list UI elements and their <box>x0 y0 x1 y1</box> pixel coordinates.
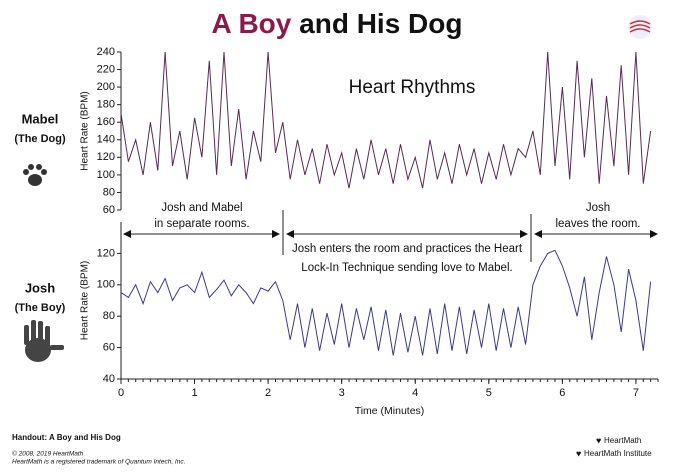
series-note: (The Dog) <box>14 133 66 145</box>
paw-icon <box>23 164 47 186</box>
y-tick-label: 200 <box>97 81 115 93</box>
annotation: leaves the room. <box>555 218 640 230</box>
footer-handout: Handout: A Boy and His Dog <box>12 433 121 442</box>
x-tick-label: 5 <box>486 387 492 399</box>
y-tick-label: 60 <box>103 342 115 354</box>
y-tick-label: 180 <box>97 99 115 111</box>
x-tick-label: 7 <box>633 387 639 399</box>
x-axis-label: Time (Minutes) <box>355 405 425 417</box>
title-highlight: A Boy <box>212 8 292 39</box>
y-tick-label: 40 <box>103 373 115 385</box>
y-tick-label: 80 <box>103 186 115 198</box>
annotation: Lock-In Technique sending love to Mabel. <box>301 262 512 274</box>
y-tick-label: 100 <box>97 169 115 181</box>
y-tick-label: 220 <box>97 63 115 75</box>
y-tick-label: 160 <box>97 116 115 128</box>
footer-copyright: © 2008, 2019 HeartMath <box>12 450 84 458</box>
y-axis-label: Heart Rate (BPM) <box>80 261 91 340</box>
y-tick-label: 140 <box>97 134 115 146</box>
series-note: (The Boy) <box>15 302 66 314</box>
logo-icon <box>628 15 652 39</box>
x-tick-label: 3 <box>339 387 345 399</box>
annotation: Josh enters the room and practices the H… <box>292 243 523 255</box>
chart-subtitle: Heart Rhythms <box>349 77 476 98</box>
y-tick-label: 60 <box>103 204 115 216</box>
y-tick-label: 120 <box>97 151 115 163</box>
series-line <box>120 249 652 356</box>
series-line <box>120 51 652 189</box>
annotation: Josh and Mabel <box>161 202 242 214</box>
logo-heart: ♥ <box>596 435 601 445</box>
series-label: Mabel <box>22 111 59 126</box>
title: A Boy and His Dog <box>212 8 463 39</box>
hand-icon <box>24 320 64 362</box>
title-rest: and His Dog <box>299 8 462 39</box>
y-tick-label: 240 <box>97 46 115 58</box>
x-tick-label: 4 <box>412 387 418 399</box>
x-tick-label: 2 <box>265 387 271 399</box>
y-tick-label: 120 <box>97 247 115 259</box>
logo-heart: ♥ <box>576 448 581 458</box>
series-label: Josh <box>25 280 55 295</box>
x-tick-label: 0 <box>118 387 124 399</box>
y-tick-label: 100 <box>97 279 115 291</box>
x-tick-label: 1 <box>191 387 197 399</box>
footer-trademark: HeartMath is a registered trademark of Q… <box>12 459 186 466</box>
logo-text: HeartMath Institute <box>584 449 652 458</box>
x-tick-label: 6 <box>559 387 565 399</box>
logo-text: HeartMath <box>604 436 641 445</box>
annotation: Josh <box>586 202 610 214</box>
annotation: in separate rooms. <box>154 218 249 230</box>
y-axis-label: Heart Rate (BPM) <box>80 91 91 170</box>
y-tick-label: 80 <box>103 310 115 322</box>
